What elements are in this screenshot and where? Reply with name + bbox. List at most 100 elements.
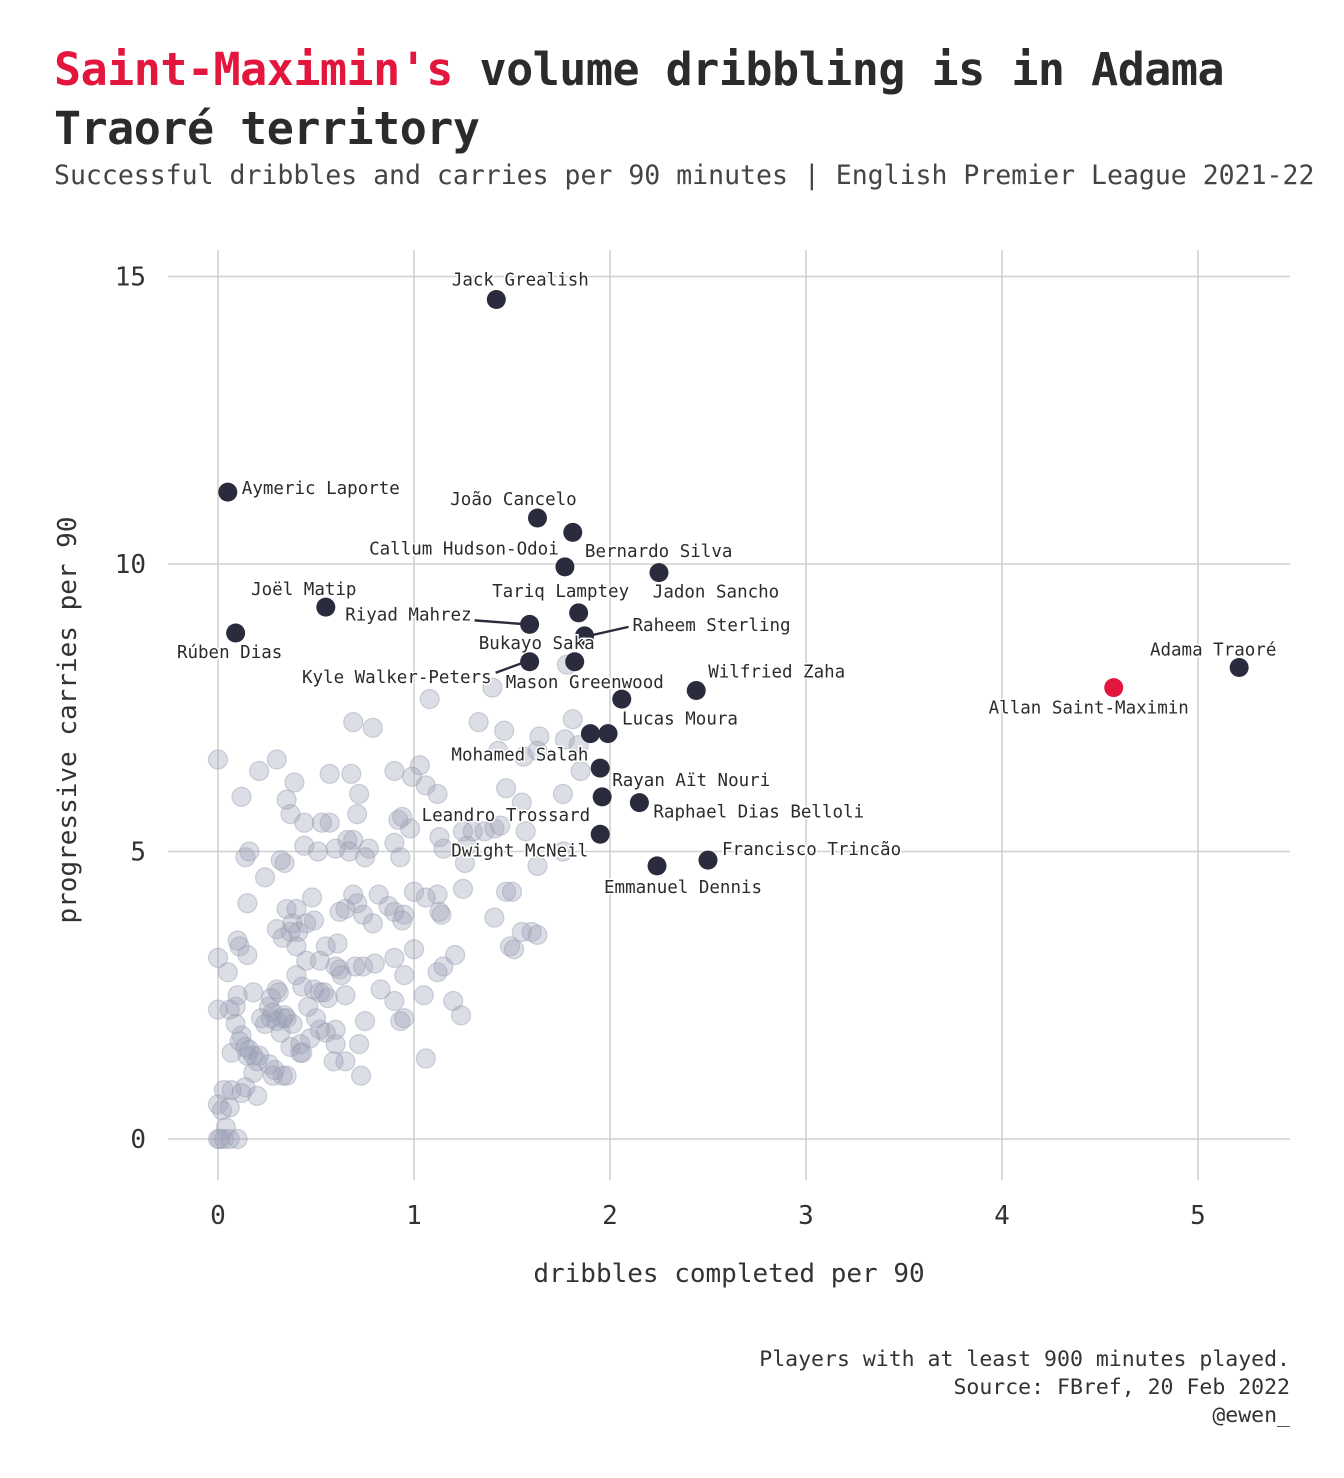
other-player-point xyxy=(227,985,248,1006)
other-player-point xyxy=(347,893,368,914)
other-player-point xyxy=(317,988,338,1009)
x-tick-label: 4 xyxy=(994,1201,1010,1231)
other-player-point xyxy=(247,1051,268,1072)
other-player-point xyxy=(227,1128,248,1150)
player-label: Mason Greenwood xyxy=(506,673,664,693)
other-player-point xyxy=(433,956,454,977)
other-player-point xyxy=(284,772,305,793)
other-player-point xyxy=(329,959,350,980)
player-label: Raphael Dias Belloli xyxy=(653,803,864,823)
player-label: Lucas Moura xyxy=(622,710,738,730)
other-player-point xyxy=(394,965,415,986)
other-player-point xyxy=(482,677,503,698)
other-player-point xyxy=(337,829,358,851)
other-player-point xyxy=(325,956,346,977)
other-player-point xyxy=(276,1008,297,1029)
other-player-point xyxy=(370,979,391,1000)
labeled-player-point xyxy=(580,724,600,744)
other-player-point xyxy=(339,841,360,862)
other-player-point xyxy=(249,1045,270,1066)
other-player-point xyxy=(390,1011,411,1032)
other-player-point xyxy=(237,944,258,966)
other-player-point xyxy=(515,821,536,842)
labeled-player-point xyxy=(592,787,612,807)
other-player-point xyxy=(513,746,534,767)
other-player-point xyxy=(368,884,389,905)
other-player-point xyxy=(262,1002,283,1023)
other-player-point xyxy=(490,815,511,836)
y-tick-label: 5 xyxy=(130,838,146,868)
labeled-player-point xyxy=(698,850,718,870)
labeled-player-point xyxy=(520,614,540,634)
other-player-point xyxy=(225,996,246,1017)
other-player-point xyxy=(270,1022,291,1043)
other-player-point xyxy=(554,729,576,750)
other-player-point xyxy=(427,962,448,983)
player-label: Raheem Sterling xyxy=(633,616,791,636)
other-player-point xyxy=(345,956,366,977)
chart-title: Saint-Maximin's volume dribbling is in A… xyxy=(54,40,1274,158)
highlighted-player-point xyxy=(1104,678,1124,698)
other-player-point xyxy=(325,1019,346,1040)
other-player-point xyxy=(415,887,436,908)
other-player-point xyxy=(527,740,548,761)
player-label: Aymeric Laporte xyxy=(242,479,400,499)
other-player-point xyxy=(399,818,421,839)
other-player-point xyxy=(401,766,423,787)
other-player-point xyxy=(350,1065,372,1086)
player-label: Jadon Sancho xyxy=(653,583,779,603)
other-player-point xyxy=(343,884,364,905)
other-player-point xyxy=(313,982,334,1003)
label-leader-line xyxy=(588,625,629,638)
other-player-point xyxy=(298,996,319,1017)
other-player-point xyxy=(249,760,270,782)
labeled-player-point xyxy=(575,626,595,646)
other-player-point xyxy=(552,783,574,805)
player-label: Adama Traoré xyxy=(1150,641,1276,661)
y-axis-title: progressive carries per 90 xyxy=(53,517,83,924)
other-player-point xyxy=(213,1128,234,1150)
other-player-point xyxy=(207,999,229,1020)
other-player-point xyxy=(311,812,332,833)
other-player-point xyxy=(276,789,297,810)
other-player-point xyxy=(419,689,440,710)
player-label: Callum Hudson-Odoi xyxy=(369,539,559,559)
caption-author: @ewen_ xyxy=(1212,1403,1290,1428)
other-player-point xyxy=(231,786,252,807)
other-player-point xyxy=(415,775,436,796)
other-player-point xyxy=(364,953,385,974)
other-player-point xyxy=(452,821,474,842)
other-player-point xyxy=(474,821,495,842)
other-player-point xyxy=(286,965,307,986)
other-player-point xyxy=(221,1042,242,1063)
other-player-point xyxy=(335,898,356,920)
other-player-point xyxy=(272,1065,293,1086)
other-player-point xyxy=(266,919,287,940)
player-label: Bernardo Silva xyxy=(585,542,733,562)
labeled-player-point xyxy=(629,793,649,813)
other-player-point xyxy=(511,921,532,943)
other-player-point xyxy=(354,1011,376,1032)
labeled-player-point xyxy=(569,603,589,623)
other-player-point xyxy=(335,1051,356,1072)
other-player-point xyxy=(296,913,317,934)
other-player-point xyxy=(209,1128,231,1150)
other-player-point xyxy=(394,904,415,925)
other-player-point xyxy=(501,881,523,902)
other-player-point xyxy=(413,985,434,1006)
player-label: Leandro Trossard xyxy=(422,806,591,826)
other-player-point xyxy=(496,778,517,799)
other-player-point xyxy=(384,901,405,922)
labeled-player-point xyxy=(226,623,246,643)
other-player-point xyxy=(309,982,331,1003)
other-player-point xyxy=(329,901,350,922)
other-player-point xyxy=(309,950,331,971)
other-player-point xyxy=(254,1013,276,1035)
player-label: Emmanuel Dennis xyxy=(604,878,762,898)
other-player-point xyxy=(207,1094,229,1115)
player-label: Mohamed Salah xyxy=(451,746,588,766)
other-player-point xyxy=(409,755,430,776)
x-tick-label: 2 xyxy=(602,1201,618,1231)
other-player-point xyxy=(272,927,293,948)
x-axis-title: dribbles completed per 90 xyxy=(533,1259,924,1289)
